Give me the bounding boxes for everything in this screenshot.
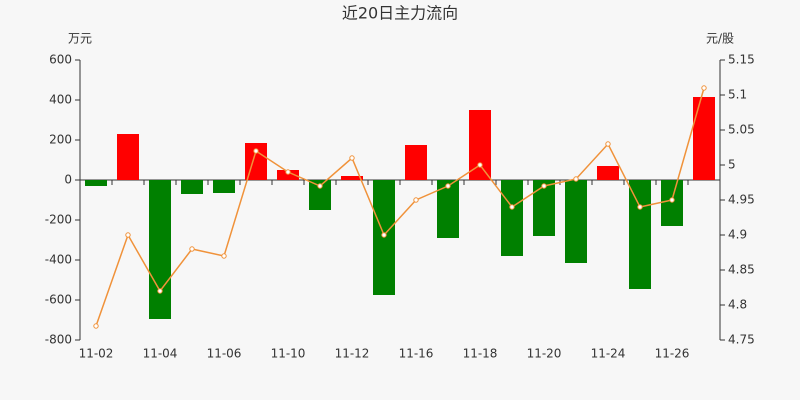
y-tick-label: -600 [45, 293, 72, 307]
x-tick-label: 11-16 [399, 347, 434, 361]
x-tick-label: 11-20 [527, 347, 562, 361]
price-point [413, 197, 419, 203]
y-tick-label: 600 [49, 53, 72, 67]
y2-tick-label: 4.9 [728, 228, 747, 242]
bar [405, 145, 427, 180]
bar [277, 170, 299, 180]
chart-title: 近20日主力流向 [342, 4, 458, 23]
y-tick-label: 200 [49, 133, 72, 147]
bar [597, 166, 619, 180]
y-tick-label: -400 [45, 253, 72, 267]
y2-tick-label: 4.85 [728, 263, 755, 277]
bar [661, 180, 683, 226]
bar [533, 180, 555, 236]
price-point [381, 232, 387, 238]
x-tick-label: 11-26 [655, 347, 690, 361]
bar [117, 134, 139, 180]
bar [181, 180, 203, 194]
x-tick-label: 11-02 [79, 347, 114, 361]
bar [85, 180, 107, 186]
price-point [221, 253, 227, 259]
bar [693, 97, 715, 180]
price-point [253, 148, 259, 154]
y2-tick-label: 4.8 [728, 298, 747, 312]
price-point [541, 183, 547, 189]
bar [565, 180, 587, 263]
bar [341, 176, 363, 180]
price-point [349, 155, 355, 161]
bar [629, 180, 651, 289]
bar [501, 180, 523, 256]
y-tick-label: 0 [64, 173, 72, 187]
y-tick-label: 400 [49, 93, 72, 107]
y2-tick-label: 5 [728, 158, 736, 172]
x-tick-label: 11-10 [271, 347, 306, 361]
y2-tick-label: 4.95 [728, 193, 755, 207]
y-tick-label: -200 [45, 213, 72, 227]
price-point [125, 232, 131, 238]
price-point [509, 204, 515, 210]
price-point [701, 85, 707, 91]
y2-tick-label: 5.05 [728, 123, 755, 137]
y2-tick-label: 5.1 [728, 88, 747, 102]
x-tick-label: 11-04 [143, 347, 178, 361]
x-tick-label: 11-18 [463, 347, 498, 361]
price-point [637, 204, 643, 210]
price-point [445, 183, 451, 189]
y-axis-label: 万元 [68, 32, 92, 46]
price-point [189, 246, 195, 252]
price-point [669, 197, 675, 203]
price-point [477, 162, 483, 168]
y2-tick-label: 4.75 [728, 333, 755, 347]
bar [437, 180, 459, 238]
x-tick-label: 11-24 [591, 347, 626, 361]
x-tick-label: 11-06 [207, 347, 242, 361]
price-point [157, 288, 163, 294]
price-line [95, 87, 705, 327]
y2-tick-label: 5.15 [728, 53, 755, 67]
price-point [285, 169, 291, 175]
x-tick-label: 11-12 [335, 347, 370, 361]
bar [309, 180, 331, 210]
price-point [317, 183, 323, 189]
price-point [93, 323, 99, 329]
bar [469, 110, 491, 180]
price-point [605, 141, 611, 147]
bar [213, 180, 235, 193]
y2-axis-label: 元/股 [706, 32, 734, 46]
price-point [573, 176, 579, 182]
y-tick-label: -800 [45, 333, 72, 347]
bar [149, 180, 171, 319]
